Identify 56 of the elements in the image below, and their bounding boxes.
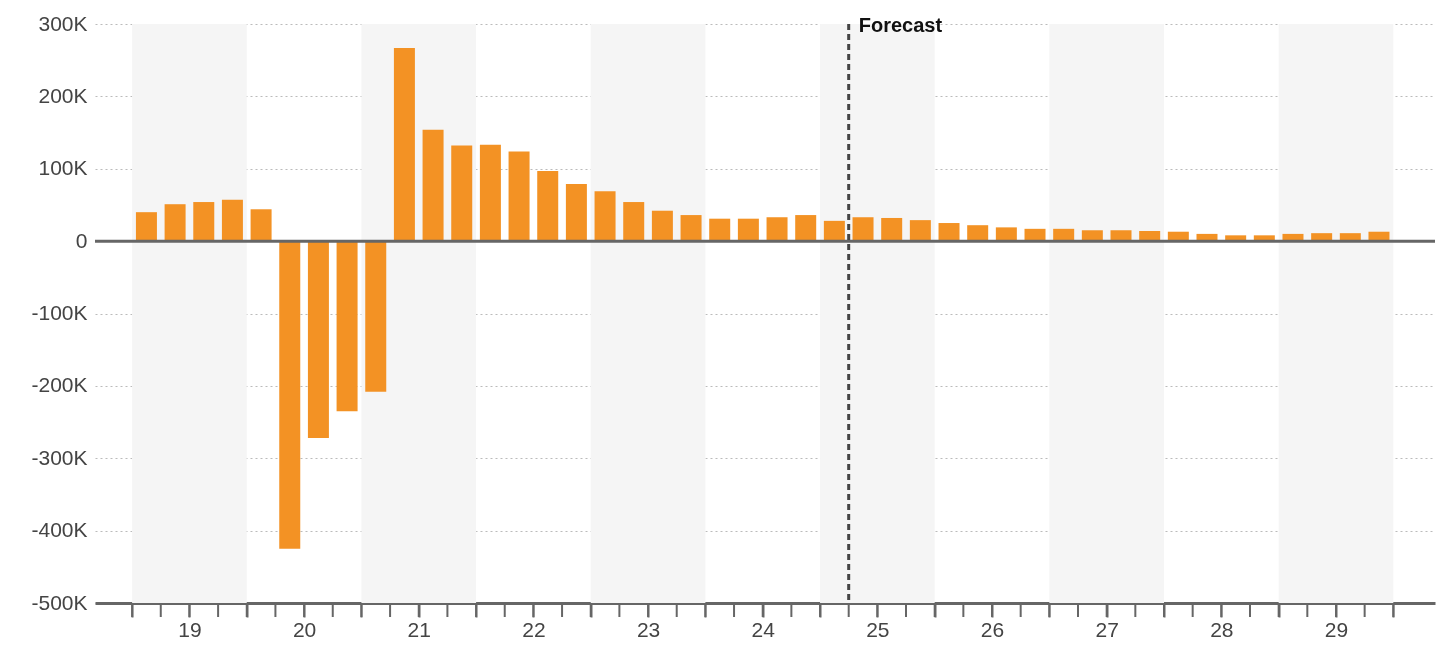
bar: [193, 202, 215, 242]
bar: [766, 217, 788, 242]
bar: [852, 217, 874, 242]
bar: [336, 241, 358, 412]
x-tick-label: 25: [866, 617, 890, 641]
bar: [1110, 230, 1132, 242]
bar: [737, 218, 759, 242]
x-tick-label: 24: [751, 617, 776, 641]
x-tick-label: 28: [1210, 617, 1234, 641]
bar: [393, 47, 415, 242]
y-tick-label: -400K: [31, 518, 88, 542]
x-tick-label: 26: [980, 617, 1005, 641]
y-tick-label: 0: [75, 228, 88, 252]
bar: [565, 183, 587, 242]
bar: [995, 227, 1017, 242]
bar: [221, 199, 243, 242]
bar: [164, 204, 186, 242]
x-tick-label: 19: [178, 617, 202, 641]
bar: [1081, 230, 1103, 242]
bar: [479, 144, 501, 242]
x-tick-label: 27: [1095, 617, 1119, 641]
y-tick-label: -100K: [31, 301, 88, 324]
bar: [909, 220, 931, 242]
y-tick-label: -500K: [31, 590, 88, 614]
bar: [1053, 228, 1075, 242]
y-tick-label: 100K: [38, 156, 88, 180]
bar: [651, 210, 673, 242]
y-tick-label: -200K: [31, 373, 88, 397]
bar: [709, 218, 731, 242]
x-tick-label: 23: [636, 617, 661, 641]
bar: [623, 202, 645, 242]
bar: [250, 209, 272, 242]
bar: [508, 151, 530, 242]
bar: [823, 220, 845, 242]
bar: [881, 217, 903, 242]
bar: [680, 215, 702, 242]
bar: [307, 241, 329, 438]
x-tick-label: 20: [292, 617, 317, 641]
bar: [967, 225, 989, 242]
bar: [1024, 228, 1046, 242]
bar: [135, 212, 157, 242]
bar: [594, 191, 616, 242]
bar: [365, 241, 387, 392]
bar: [451, 145, 473, 242]
bar: [422, 129, 444, 242]
y-tick-label: 300K: [38, 11, 88, 35]
y-tick-label: -300K: [31, 445, 88, 469]
bar: [938, 223, 960, 242]
bar: [537, 170, 559, 242]
bar: [279, 241, 301, 549]
x-tick-label: 21: [407, 617, 431, 641]
x-tick-label: 22: [522, 617, 546, 641]
bar: [795, 215, 817, 242]
y-tick-label: 200K: [38, 83, 88, 107]
ref-line-label: Forecast: [858, 14, 943, 36]
x-tick-label: 29: [1324, 617, 1349, 641]
